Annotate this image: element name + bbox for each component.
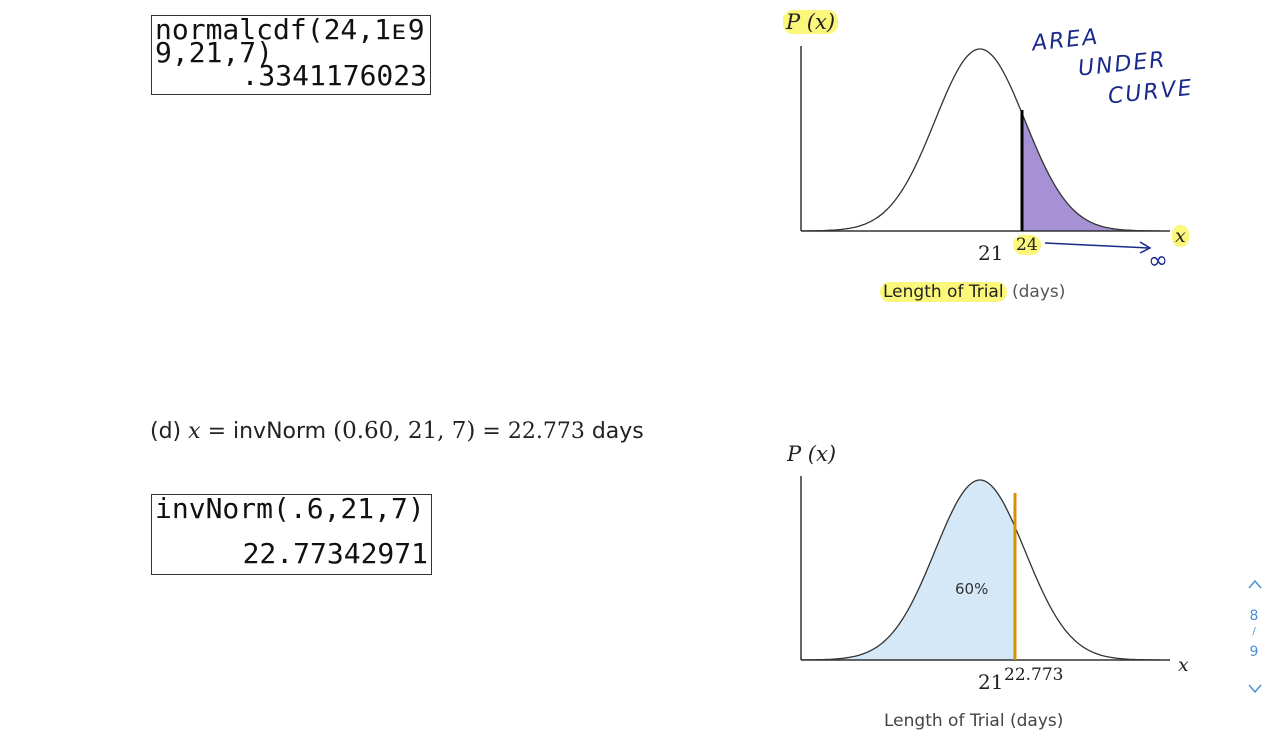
equals: = [207, 419, 226, 444]
calculator-screen: normalcdf(24,1ᴇ9 9,21,7) .3341176023 [151, 15, 431, 95]
page-separator: / [1252, 626, 1256, 637]
mean-label: 21 [978, 670, 1004, 694]
calculator-screen: invNorm(.6,21,7) 22.77342971 [151, 494, 432, 575]
normal-curve [801, 48, 1159, 232]
calc-line: normalcdf(24,1ᴇ9 [155, 13, 425, 46]
y-label: P (x) [783, 10, 839, 34]
normal-curve [801, 479, 1159, 661]
axis-title: Length of Trial (days) [884, 711, 1064, 731]
variable: x [188, 419, 201, 444]
result: = 22.773 [482, 419, 585, 444]
arguments: (0.60, 21, 7) [333, 418, 476, 444]
part-label: (d) [150, 419, 182, 444]
function: invNorm [233, 419, 327, 444]
equation: (d) x = invNorm (0.60, 21, 7) = 22.773 d… [150, 418, 644, 444]
calc-line: invNorm(.6,21,7) [155, 492, 425, 525]
calc-line: 22.77342971 [242, 537, 428, 570]
y-label: P (x) [787, 442, 837, 466]
calc-line: .3341176023 [241, 59, 427, 92]
cutoff-label: 24 [1013, 235, 1041, 255]
x-label: x [1172, 225, 1189, 247]
axis-unit: (days) [1011, 282, 1066, 302]
cutoff-label: 22.773 [1004, 665, 1064, 685]
calc-line: 9,21,7) [155, 36, 274, 69]
page-up[interactable] [1244, 572, 1266, 594]
axis-title: Length of Trial (days) [880, 282, 1065, 302]
nav-chevrons [1248, 579, 1262, 694]
page-current: 8 [1249, 608, 1259, 624]
handwriting: ∞ [1146, 244, 1172, 276]
tail-area [1022, 113, 1140, 231]
area-label: 60% [955, 580, 989, 598]
unit: days [591, 419, 644, 444]
arrow [1044, 241, 1152, 254]
x-label: x [1178, 654, 1189, 676]
page-total: 9 [1249, 644, 1259, 660]
page-down[interactable] [1244, 678, 1266, 700]
axis-title-main: Length of Trial [880, 282, 1007, 302]
mean-label: 21 [978, 241, 1004, 265]
left-area [803, 480, 1015, 660]
